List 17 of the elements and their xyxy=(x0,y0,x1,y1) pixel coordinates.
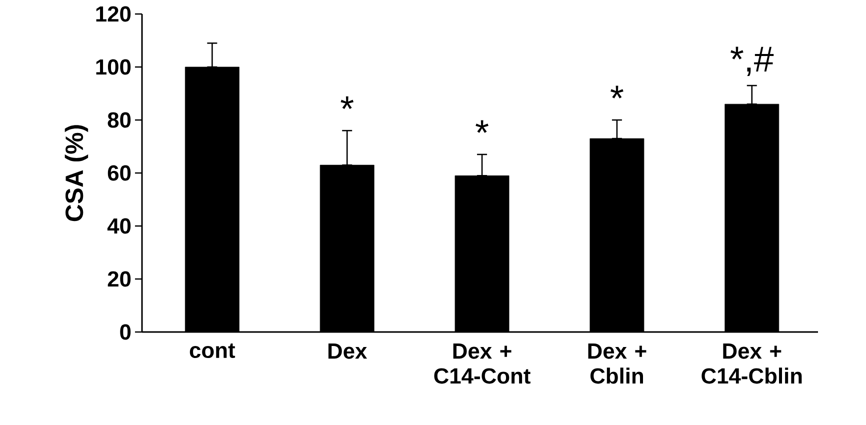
y-axis-title: CSA (%) xyxy=(64,125,88,222)
y-tick-label: 100 xyxy=(96,59,131,75)
annotation: *,# xyxy=(730,46,774,76)
x-tick-label: cont xyxy=(190,344,236,358)
annotation: * xyxy=(610,86,624,98)
y-tick-label: 40 xyxy=(107,218,131,234)
x-tick-label: Dex xyxy=(328,344,368,359)
annotation: * xyxy=(476,120,488,133)
y-tick-label: 120 xyxy=(96,6,131,22)
y-tick-label: 20 xyxy=(108,271,131,287)
annotation: * xyxy=(340,96,354,109)
y-tick-label: 0 xyxy=(120,324,131,340)
x-tick-label: Dex + C14-Cont xyxy=(434,344,530,384)
x-tick-label: Dex + Cblin xyxy=(588,344,646,384)
y-tick-label: 80 xyxy=(108,112,131,128)
x-tick-label: Dex + C14-Cblin xyxy=(702,344,802,384)
y-tick-label: 60 xyxy=(108,165,131,181)
